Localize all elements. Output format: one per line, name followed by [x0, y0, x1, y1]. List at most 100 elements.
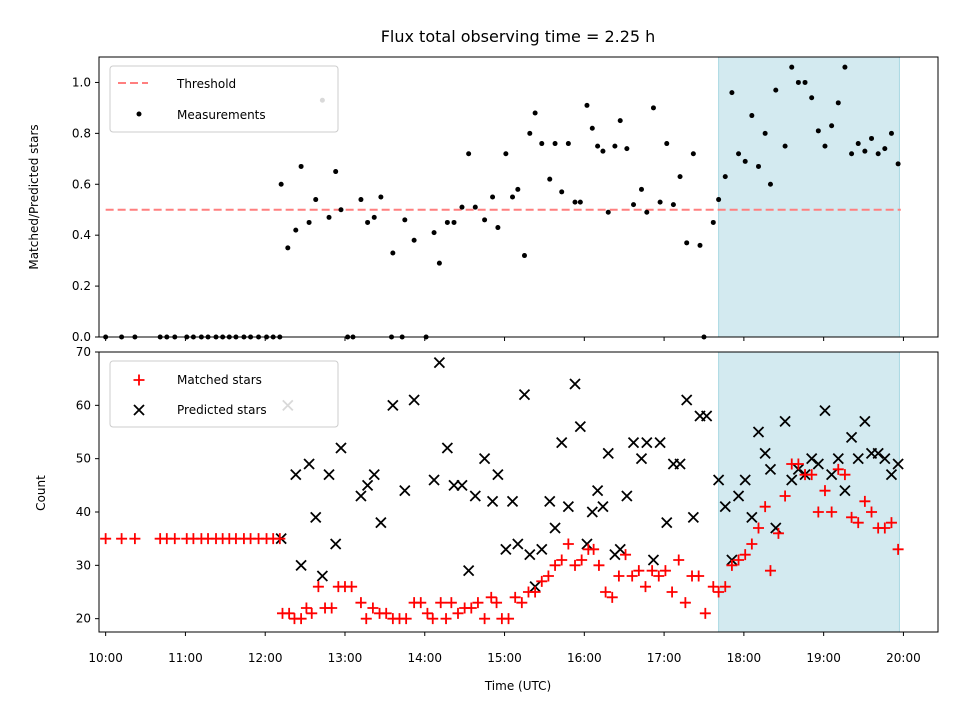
matched-star-point	[653, 570, 665, 582]
matched-star-point	[509, 591, 521, 603]
measurement-point	[572, 199, 578, 205]
bottom-legend: Matched stars Predicted stars	[109, 360, 339, 428]
y-tick-label: 0.8	[72, 126, 91, 140]
predicted-star-point	[330, 538, 342, 550]
x-tick-label: 12:00	[248, 651, 283, 665]
matched-star-point	[626, 570, 638, 582]
measurement-point	[773, 87, 779, 93]
predicted-star-point	[574, 421, 586, 433]
measurement-point	[875, 151, 881, 157]
predicted-star-point	[654, 437, 666, 449]
measurement-point	[638, 186, 644, 192]
legend-plus-marker	[133, 374, 145, 386]
legend-matched-label: Matched stars	[177, 373, 262, 387]
predicted-star-point	[399, 485, 411, 497]
matched-star-point	[885, 517, 897, 529]
predicted-star-point	[852, 453, 864, 465]
matched-star-point	[812, 506, 824, 518]
measurement-point	[690, 151, 696, 157]
y-tick-label: 60	[76, 398, 91, 412]
x-tick-label: 18:00	[727, 651, 762, 665]
matched-star-point	[542, 570, 554, 582]
predicted-star-point	[556, 437, 568, 449]
predicted-star-point	[448, 479, 460, 491]
x-axis-label: Time (UTC)	[484, 679, 551, 693]
measurement-point	[495, 225, 501, 231]
legend-measurements-swatch	[136, 111, 142, 117]
measurement-point	[650, 105, 656, 111]
measurement-point	[842, 64, 848, 70]
matched-star-point	[415, 597, 427, 609]
matched-star-point	[819, 485, 831, 497]
matched-star-point	[666, 586, 678, 598]
top-y-ticks: 0.0 0.2 0.4 0.6 0.8 1.0	[72, 75, 99, 344]
measurement-point	[895, 161, 901, 167]
bottom-axes-frame	[98, 351, 939, 633]
matched-star-point	[746, 538, 758, 550]
top-y-axis-label: Matched/Predicted stars	[27, 124, 41, 269]
measurement-point	[472, 204, 478, 210]
matched-star-point	[646, 565, 658, 577]
matched-star-point	[772, 527, 784, 539]
predicted-star-point	[303, 458, 315, 470]
measurement-point	[869, 135, 875, 141]
matched-star-point	[306, 607, 318, 619]
measurement-point	[795, 79, 801, 85]
predicted-star-point	[681, 394, 693, 406]
predicted-star-point	[469, 490, 481, 502]
predicted-star-point	[524, 549, 536, 561]
matched-star-point	[485, 591, 497, 603]
predicted-star-point	[627, 437, 640, 449]
measurement-point	[371, 214, 377, 220]
predicted-star-point	[674, 458, 686, 470]
measurement-point	[849, 151, 855, 157]
predicted-star-point	[839, 485, 851, 497]
matched-star-point	[892, 543, 904, 555]
matched-star-point	[576, 554, 588, 566]
measurement-point	[829, 123, 835, 129]
predicted-star-point	[746, 511, 758, 523]
y-tick-label: 0.2	[72, 279, 91, 293]
predicted-star-point	[845, 431, 858, 443]
matched-star-point	[839, 469, 851, 481]
predicted-star-point	[786, 474, 798, 486]
x-tick-label: 14:00	[407, 651, 442, 665]
matched-star-point	[421, 607, 433, 619]
measurement-point	[503, 151, 509, 157]
matched-star-point	[600, 586, 612, 598]
legend-threshold-label: Threshold	[176, 77, 236, 91]
measurement-point	[605, 209, 611, 215]
predicted-star-point	[602, 447, 614, 459]
measurement-point	[782, 143, 788, 149]
x-tick-label: 11:00	[168, 651, 203, 665]
measurement-point	[631, 202, 637, 208]
predicted-star-point	[859, 415, 871, 427]
legend-matched-swatch	[133, 374, 145, 386]
x-tick-label: 13:00	[328, 651, 363, 665]
legend-x-marker	[133, 404, 145, 416]
predicted-star-point	[549, 522, 561, 534]
x-tick-label: 19:00	[806, 651, 841, 665]
matched-star-point	[764, 565, 776, 577]
matched-star-point	[169, 533, 181, 545]
measurement-point	[577, 199, 583, 205]
matched-star-point	[549, 559, 561, 571]
matched-star-point	[633, 565, 645, 577]
measurement-point	[285, 245, 291, 251]
measurement-point	[882, 146, 888, 152]
measurement-point	[589, 125, 595, 131]
top-legend: Threshold Measurements	[109, 65, 339, 133]
measurement-point	[431, 230, 437, 236]
measurement-point	[809, 95, 815, 101]
predicted-star-point	[739, 474, 751, 486]
predicted-star-point	[433, 357, 446, 369]
matched-star-point	[659, 565, 671, 577]
measurement-point	[762, 130, 768, 136]
matched-star-point	[719, 581, 731, 593]
measurement-point	[835, 100, 841, 106]
matched-star-point	[826, 506, 838, 518]
predicted-star-point	[581, 538, 593, 550]
measurement-point	[515, 186, 521, 192]
matched-star-point	[752, 522, 764, 534]
